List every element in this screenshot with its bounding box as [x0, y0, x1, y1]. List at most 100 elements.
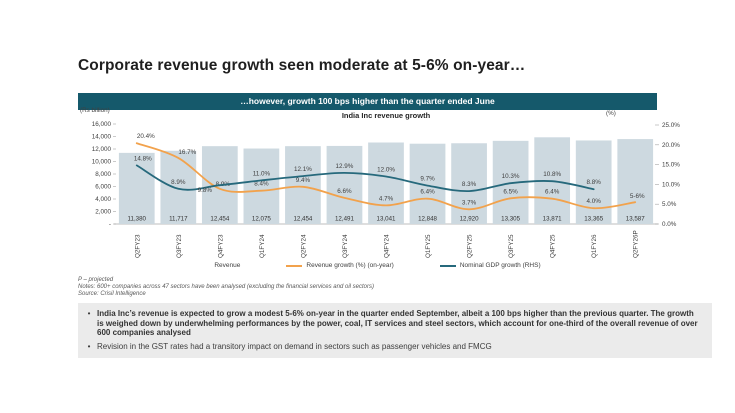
bar-value-label: 11,717 — [169, 216, 188, 223]
revenue-bar — [243, 148, 280, 224]
left-axis-tick: 6,000 — [95, 184, 111, 191]
line-value-label: 10.3% — [502, 173, 520, 180]
bar-value-label: 12,920 — [460, 216, 479, 223]
x-axis-label: Q3FY24 — [342, 234, 349, 258]
revenue-bar — [285, 146, 321, 224]
revenue-chart: 16,000 14,000 12,000 10,000 8,000 6,000 4,000 2… — [92, 121, 681, 258]
left-axis-tick: 12,000 — [92, 146, 112, 153]
revenue-bar-swatch-icon — [194, 263, 210, 268]
revenue-bar — [451, 143, 487, 224]
line-value-label: 20.4% — [137, 133, 155, 140]
left-axis-tick: 16,000 — [92, 121, 112, 128]
left-axis-tick: - — [109, 221, 111, 228]
right-axis-unit: (%) — [606, 110, 616, 117]
line-value-label: 12.0% — [377, 166, 395, 173]
left-axis-tick: 8,000 — [95, 171, 111, 178]
gdp-growth-line: 14.8% 8.9% 9.8% 11.0% 12.1% 12.9% 12.0% 9.7% 8.3… — [134, 155, 601, 194]
legend-label: Revenue — [214, 262, 241, 269]
x-axis-labels: Q2FY23 Q3FY23 Q4FY23 Q1FY24 Q2FY24 Q3FY24 Q4FY… — [134, 230, 639, 258]
footnotes: P – projected Notes: 600+ companies acro… — [78, 277, 678, 299]
revenue-bar — [575, 140, 612, 224]
line-value-label: 4.0% — [587, 198, 602, 205]
bar-value-label: 13,587 — [626, 216, 645, 223]
x-axis-label: Q3FY23 — [176, 234, 183, 258]
line-value-label: 8.3% — [462, 181, 477, 188]
x-axis-label: Q1FY25 — [425, 234, 432, 258]
bullet-icon: • — [87, 309, 91, 318]
line-value-label: 16.7% — [178, 149, 196, 156]
right-axis-tick: 10.0% — [662, 181, 680, 188]
line-value-label: 5-6% — [630, 193, 645, 200]
legend-label: Revenue growth (%) (on-year) — [306, 262, 394, 269]
bar-value-label: 12,454 — [210, 216, 229, 223]
bullet-icon: • — [87, 341, 91, 351]
line-value-label: 12.1% — [294, 166, 312, 173]
bar-value-label: 13,041 — [377, 216, 396, 223]
revenue-bar — [118, 152, 155, 224]
revenue-bar — [160, 150, 197, 224]
revenue-bars: 11,380 11,717 12,454 12,075 12,454 12,491 13,0… — [118, 137, 654, 224]
x-axis-label: Q2FY26P — [633, 230, 640, 258]
bullet-text: India Inc’s revenue is expected to grow … — [97, 309, 698, 338]
x-axis-label: Q2FY25 — [467, 234, 474, 258]
line-value-label: 8.8% — [587, 179, 602, 186]
footnote-projected: P – projected — [78, 277, 114, 283]
line-value-label: 12.9% — [336, 163, 354, 170]
chart-banner: …however, growth 100 bps higher than the… — [78, 93, 657, 110]
x-axis-label: Q4FY24 — [384, 234, 391, 258]
right-axis-tick: 25.0% — [662, 122, 680, 129]
line-value-label: 6.4% — [420, 189, 435, 196]
commentary-bullet: • India Inc’s revenue is expected to gro… — [86, 309, 700, 338]
line-value-label: 8.9% — [171, 179, 186, 186]
x-axis-label: Q3FY25 — [508, 234, 515, 258]
footnote-source: Source: Crisil Intelligence — [78, 291, 146, 298]
line-value-label: 10.8% — [543, 171, 561, 178]
revenue-bar — [409, 143, 446, 224]
line-value-label: 6.4% — [545, 189, 560, 196]
x-axis-label: Q4FY23 — [217, 234, 224, 258]
right-axis-tick: 20.0% — [662, 142, 680, 149]
line-value-label: 9.8% — [198, 187, 213, 194]
x-axis-label: Q1FY24 — [259, 234, 266, 258]
bar-value-label: 11,380 — [128, 216, 147, 223]
right-axis-tick: 15.0% — [662, 162, 680, 169]
bar-value-label: 12,491 — [335, 216, 354, 223]
right-axis-tick: 5.0% — [662, 201, 677, 208]
bullet-text: Revision in the GST rates had a transito… — [97, 341, 492, 351]
line-value-label: 14.8% — [134, 155, 152, 162]
revenue-bar — [617, 139, 654, 224]
left-axis-unit: (Rs billion) — [80, 107, 110, 114]
left-axis-tick: 2,000 — [95, 209, 111, 216]
chart-title: India Inc revenue growth — [341, 111, 431, 120]
line-value-label: 11.0% — [253, 170, 271, 177]
line-value-label: 9.4% — [296, 177, 311, 184]
page-title: Corporate revenue growth seen moderate a… — [78, 57, 526, 74]
bar-value-label: 12,075 — [252, 216, 271, 223]
legend-item-gdp-growth: Nominal GDP growth (RHS) — [439, 262, 541, 269]
chart-legend: Revenue Revenue growth (%) (on-year) Nom… — [78, 262, 657, 269]
line-value-label: 4.7% — [379, 195, 394, 202]
line-value-label: 6.6% — [337, 188, 352, 195]
commentary-bullet: • Revision in the GST rates had a transi… — [86, 342, 700, 352]
revenue-growth-line: 20.4% 16.7% 8.9% 8.4% 9.4% 6.6% 4.7% 6.4% 3.7% 6.… — [135, 133, 645, 211]
bar-value-label: 13,305 — [501, 216, 520, 223]
legend-item-revenue: Revenue — [194, 262, 240, 269]
bar-value-label: 13,365 — [584, 216, 603, 223]
line-value-label: 3.7% — [462, 199, 477, 206]
revenue-growth-line-icon — [286, 264, 303, 267]
x-axis-label: Q2FY23 — [134, 234, 141, 258]
left-axis-tick: 4,000 — [95, 196, 111, 203]
line-value-label: 8.4% — [254, 181, 269, 188]
revenue-bar — [326, 145, 363, 224]
left-axis-tick: 14,000 — [92, 134, 112, 141]
bar-value-label: 13,871 — [543, 216, 562, 223]
legend-item-revenue-growth: Revenue growth (%) (on-year) — [286, 262, 394, 269]
gdp-growth-line-icon — [439, 264, 456, 267]
commentary-box: • India Inc’s revenue is expected to gro… — [78, 303, 712, 359]
bar-value-label: 12,454 — [293, 216, 312, 223]
footnote-notes: Notes: 600+ companies across 47 sectors … — [78, 284, 374, 291]
line-value-label: 9.7% — [420, 176, 435, 183]
right-axis-tick: 0.0% — [662, 221, 677, 228]
x-axis-label: Q1FY26 — [591, 234, 598, 258]
